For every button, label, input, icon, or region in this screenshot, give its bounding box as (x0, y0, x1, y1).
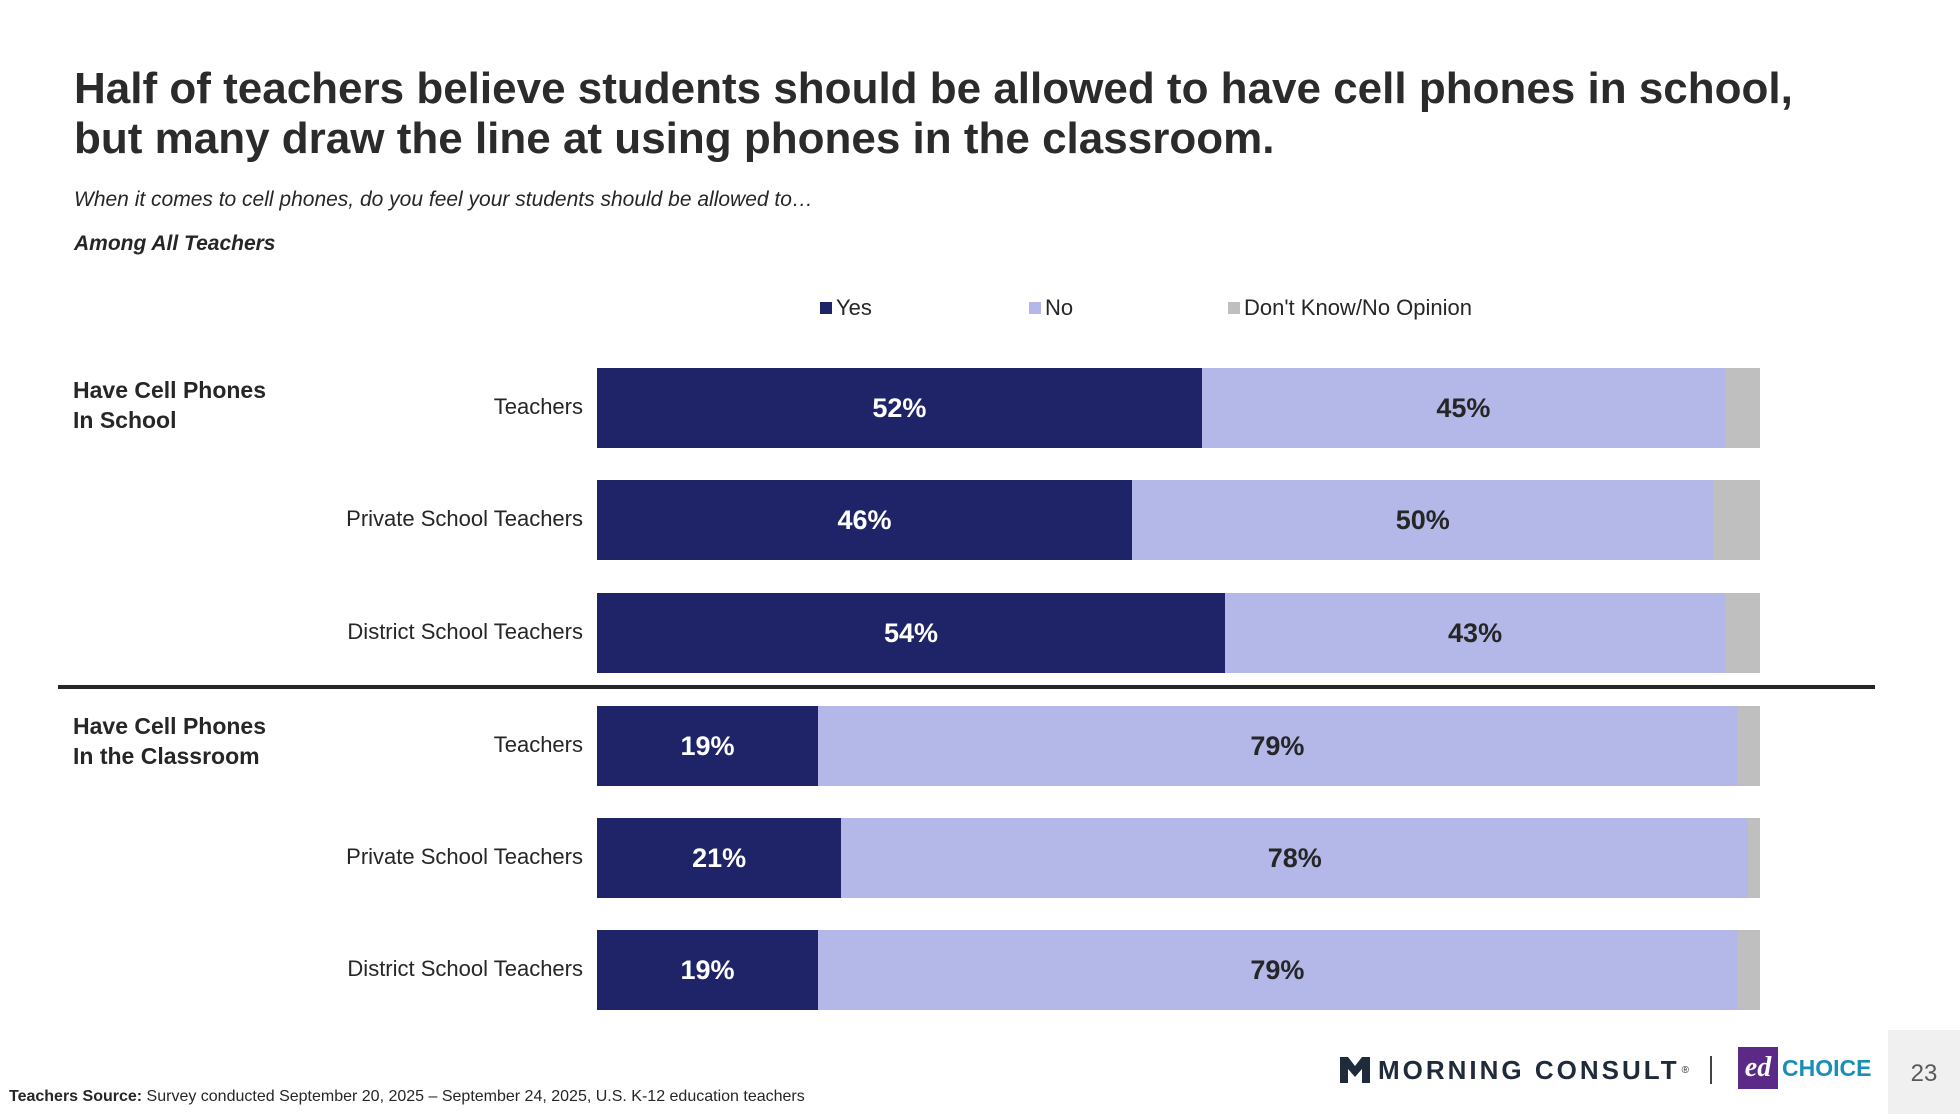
edchoice-wordmark: CHOICE (1782, 1054, 1872, 1081)
source-label: Teachers Source: (9, 1088, 143, 1105)
registered-mark: ® (1681, 1064, 1689, 1076)
bar-segment-dk (1725, 368, 1760, 448)
title-line-1: Half of teachers believe students should… (74, 64, 1793, 113)
bar-segment-yes (597, 818, 842, 898)
bar-school-private: 46% 50% (597, 480, 1760, 560)
logo-separator (1710, 1056, 1712, 1084)
bar-segment-yes (597, 480, 1132, 560)
bar-segment-no (1201, 368, 1726, 448)
legend-swatch-yes (820, 302, 832, 314)
bar-classroom-teachers: 19% 79% (597, 706, 1760, 786)
legend-label-no: No (1045, 295, 1074, 320)
bar-segment-yes (597, 706, 818, 786)
bar-segment-no (1225, 593, 1726, 673)
group-label-1: Have Cell Phones In School (73, 375, 266, 435)
base-label: Among All Teachers (74, 232, 276, 255)
data-label-no: 43% (1448, 618, 1503, 648)
bar-segment-no (817, 930, 1737, 1010)
bar-segment-yes (597, 593, 1226, 673)
group-label-line-2: In School (73, 407, 177, 433)
edchoice-ed-mark: ed (1738, 1047, 1778, 1089)
group-label-line-1: Have Cell Phones (73, 713, 267, 739)
legend-label-yes: Yes (836, 295, 872, 320)
bar-segment-dk (1725, 593, 1760, 673)
question-text: When it comes to cell phones, do you fee… (74, 188, 813, 211)
data-label-no: 50% (1395, 505, 1450, 535)
source-text: Survey conducted September 20, 2025 – Se… (142, 1088, 805, 1105)
bar-school-district: 54% 43% (597, 593, 1760, 673)
bar-segment-no (841, 818, 1749, 898)
bar-segment-no (1131, 480, 1714, 560)
title-line-2: but many draw the line at using phones i… (74, 114, 1275, 163)
bar-classroom-district: 19% 79% (597, 930, 1760, 1010)
row-label-teachers: Teachers (493, 732, 583, 757)
bar-segment-yes (597, 930, 818, 1010)
data-label-yes: 54% (883, 618, 939, 648)
bar-segment-dk (1736, 706, 1760, 786)
group-label-line-2: In the Classroom (73, 743, 260, 769)
data-label-no: 79% (1250, 955, 1305, 985)
page-number-box (1888, 1030, 1960, 1114)
group-divider (58, 685, 1875, 689)
edchoice-logo: ed CHOICE (1738, 1047, 1871, 1089)
source-note: Teachers Source: Survey conducted Septem… (9, 1088, 805, 1106)
group-label-line-1: Have Cell Phones (73, 377, 267, 403)
bar-segment-dk (1713, 480, 1760, 560)
data-label-yes: 19% (680, 731, 735, 761)
data-label-no: 79% (1250, 731, 1305, 761)
row-label-district: District School Teachers (347, 619, 583, 644)
legend-item-yes: Yes (820, 295, 872, 321)
data-label-yes: 21% (692, 843, 747, 873)
bar-school-teachers: 52% 45% (597, 368, 1760, 448)
page-title: Half of teachers believe students should… (74, 64, 1894, 164)
data-label-no: 45% (1436, 393, 1491, 423)
morning-consult-mark-icon (1340, 1057, 1370, 1083)
bar-segment-no (817, 706, 1737, 786)
row-label-district: District School Teachers (347, 956, 583, 981)
legend-swatch-dk (1228, 302, 1240, 314)
morning-consult-logo: MORNING CONSULT ® (1340, 1052, 1689, 1088)
morning-consult-wordmark: MORNING CONSULT (1378, 1054, 1680, 1085)
row-label-teachers: Teachers (493, 394, 583, 419)
group-label-2: Have Cell Phones In the Classroom (73, 711, 266, 771)
bar-segment-dk (1748, 818, 1760, 898)
bar-segment-dk (1736, 930, 1760, 1010)
bar-classroom-private: 21% 78% (597, 818, 1760, 898)
data-label-yes: 46% (837, 505, 892, 535)
row-label-private: Private School Teachers (346, 506, 583, 531)
data-label-yes: 19% (680, 955, 735, 985)
data-label-no: 78% (1267, 843, 1322, 873)
data-label-yes: 52% (872, 393, 927, 423)
legend-item-no: No (1029, 295, 1073, 321)
legend-item-dk: Don't Know/No Opinion (1228, 295, 1472, 321)
legend-swatch-no (1029, 302, 1041, 314)
page-number: 23 (1910, 1060, 1938, 1087)
chart-legend: Yes No Don't Know/No Opinion (0, 295, 1960, 325)
row-label-private: Private School Teachers (346, 844, 583, 869)
bar-segment-yes (597, 368, 1202, 448)
legend-label-dk: Don't Know/No Opinion (1244, 295, 1472, 320)
